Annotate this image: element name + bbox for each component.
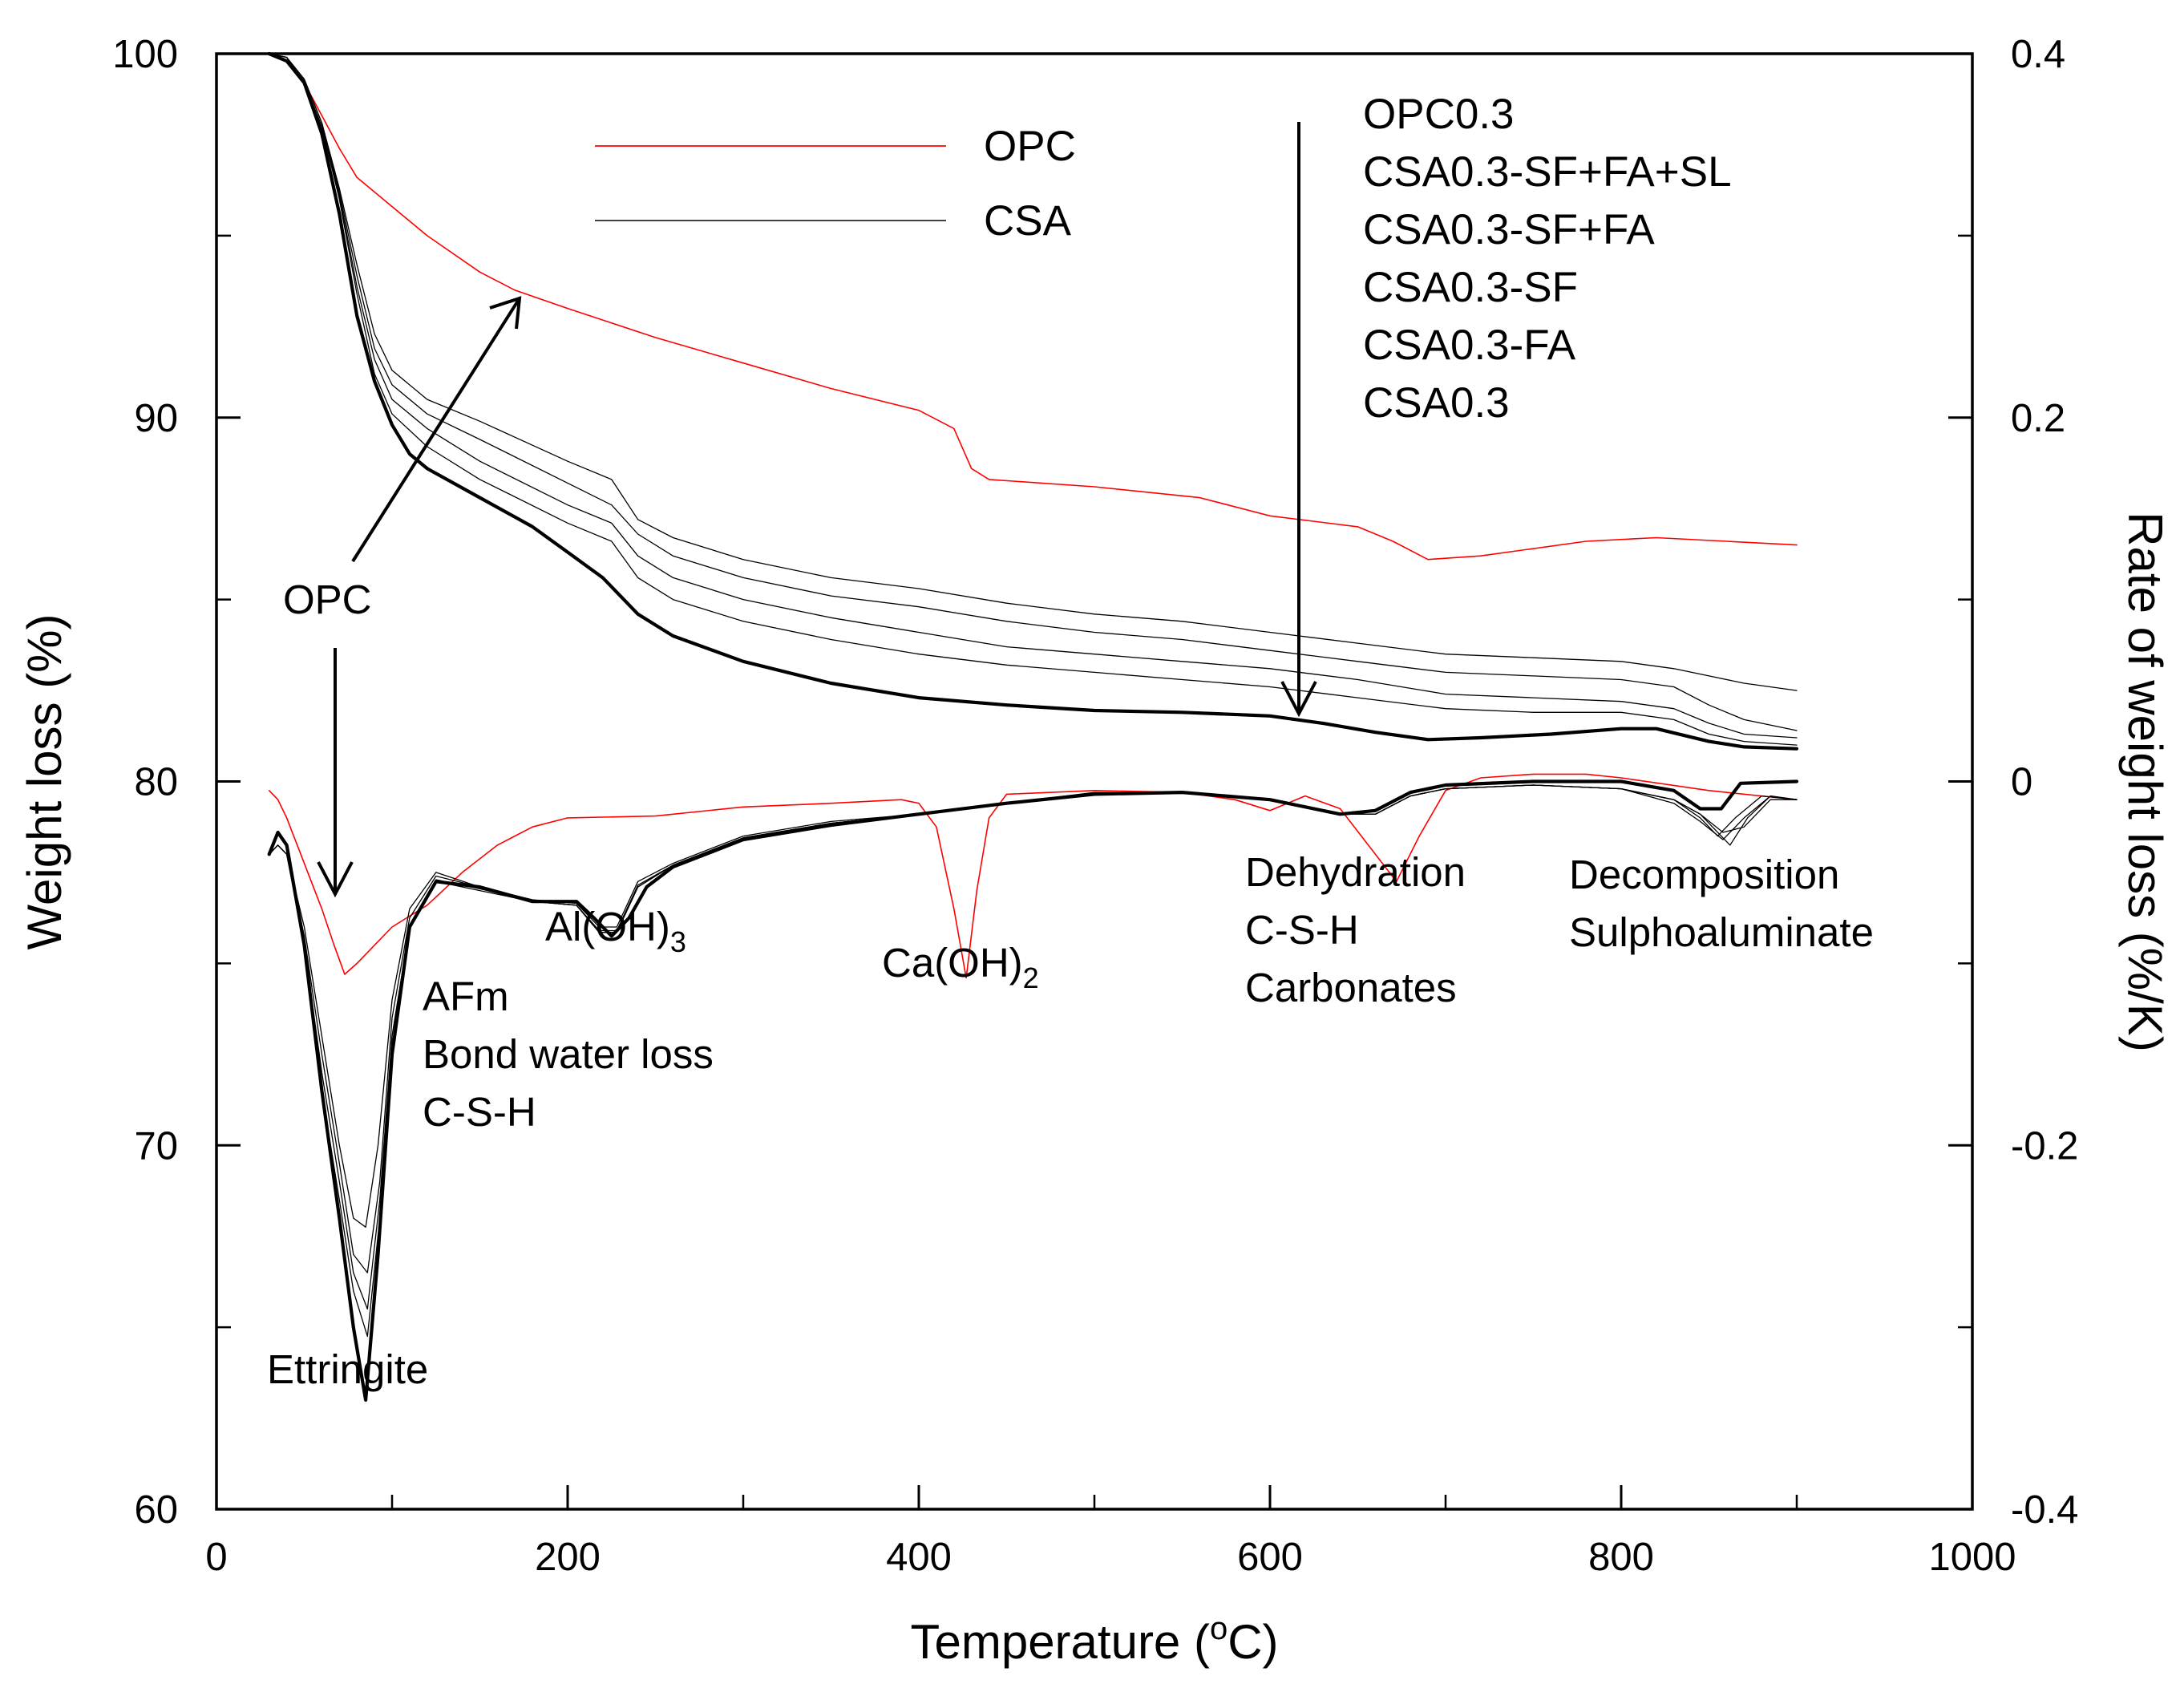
- x-tick-label: 1000: [1928, 1536, 2016, 1579]
- annotation-aloh3-sub: 3: [670, 925, 686, 958]
- x-axis-title-main: Temperature (: [910, 1615, 1209, 1669]
- y-right-tick-label: 0: [2011, 761, 2032, 804]
- tg-series-csa0-3-sf-fa: [269, 53, 1798, 731]
- legend: OPC CSA: [595, 123, 1076, 245]
- annotation-decomposition: Decomposition: [1569, 852, 1839, 897]
- x-axis-title: Temperature (oC): [910, 1611, 1278, 1669]
- annotation-aloh3: Al(OH)3: [545, 904, 686, 958]
- annotation-opc: OPC: [283, 577, 372, 622]
- annotation-caoh2-sub: 2: [1023, 961, 1039, 994]
- tg-series-csa0-3-fa: [269, 53, 1798, 746]
- arrow-opc-up-head: [489, 296, 522, 330]
- y-axis-right-title: Rate of weight loss (%/K): [2118, 512, 2172, 1052]
- x-tick-label: 400: [886, 1536, 952, 1579]
- annotation-csh: C-S-H: [423, 1089, 536, 1135]
- annotation-caoh2-base: Ca(OH): [882, 940, 1023, 986]
- annotation-afm: AFm: [423, 974, 509, 1019]
- y-right-tick-label: 0.2: [2011, 397, 2065, 440]
- y-left-tick-label: 80: [134, 761, 178, 804]
- annotation-sulphoaluminate: Sulphoaluminate: [1569, 909, 1874, 955]
- annotation-arrows: [317, 122, 1317, 898]
- y-right-tick-label: 0.4: [2011, 33, 2065, 76]
- legend-label-opc: OPC: [984, 123, 1076, 170]
- arrow-samples-down-head: [1280, 681, 1317, 718]
- ticks-layer: 0 200 400 600 800 1000 60 70 80 90 100 -0.4 -0.2 0 0.2…: [112, 33, 2078, 1579]
- tg-series-csa0-3: [267, 51, 1799, 751]
- sample-label: CSA0.3-SF: [1363, 264, 1578, 311]
- y-right-tick-label: -0.2: [2011, 1124, 2078, 1168]
- annotation-bond-water: Bond water loss: [423, 1031, 714, 1077]
- annotation-dehydration: Dehydration: [1245, 849, 1466, 895]
- sample-label: CSA0.3-FA: [1363, 322, 1576, 369]
- x-tick-label: 200: [535, 1536, 601, 1579]
- annotation-ettringite: Ettringite: [267, 1346, 428, 1392]
- arrow-opc-down-head: [317, 861, 354, 898]
- annotations: OPC Ettringite AFm Bond water loss C-S-H…: [267, 577, 1874, 1392]
- y-axis-left-title: Weight loss (%): [18, 613, 71, 949]
- sample-label: CSA0.3: [1363, 379, 1510, 427]
- x-tick-label: 0: [205, 1536, 227, 1579]
- tg-series-opc0-3: [268, 53, 1798, 561]
- sample-list: OPC0.3 CSA0.3-SF+FA+SL CSA0.3-SF+FA CSA0…: [1363, 91, 1732, 427]
- tg-series-csa0-3-sf-fa-sl: [269, 53, 1798, 691]
- y-left-tick-label: 100: [112, 33, 178, 76]
- annotation-caoh2: Ca(OH)2: [882, 940, 1039, 994]
- arrow-opc-up: [351, 297, 521, 563]
- dtg-series-opc0-3: [268, 773, 1798, 979]
- y-right-tick-label: -0.4: [2011, 1488, 2078, 1532]
- y-left-tick-label: 70: [134, 1124, 178, 1168]
- sample-label: CSA0.3-SF+FA: [1363, 206, 1655, 253]
- annotation-carbonates: Carbonates: [1245, 965, 1457, 1010]
- sample-label: OPC0.3: [1363, 91, 1515, 138]
- x-axis-title-after: C): [1227, 1615, 1278, 1669]
- tg-series-csa0-3-sf: [269, 53, 1798, 739]
- x-tick-label: 600: [1237, 1536, 1303, 1579]
- dtg-series-csa0-3: [267, 779, 1799, 1402]
- y-left-tick-label: 60: [134, 1488, 178, 1532]
- series-layer: [267, 51, 1799, 1402]
- y-left-tick-label: 90: [134, 397, 178, 440]
- annotation-aloh3-base: Al(OH): [545, 904, 670, 949]
- annotation-dehydration-csh: C-S-H: [1245, 907, 1359, 953]
- x-axis-title-sup: o: [1210, 1611, 1227, 1646]
- sample-label: CSA0.3-SF+FA+SL: [1363, 148, 1732, 196]
- legend-label-csa: CSA: [984, 197, 1072, 245]
- x-tick-label: 800: [1588, 1536, 1654, 1579]
